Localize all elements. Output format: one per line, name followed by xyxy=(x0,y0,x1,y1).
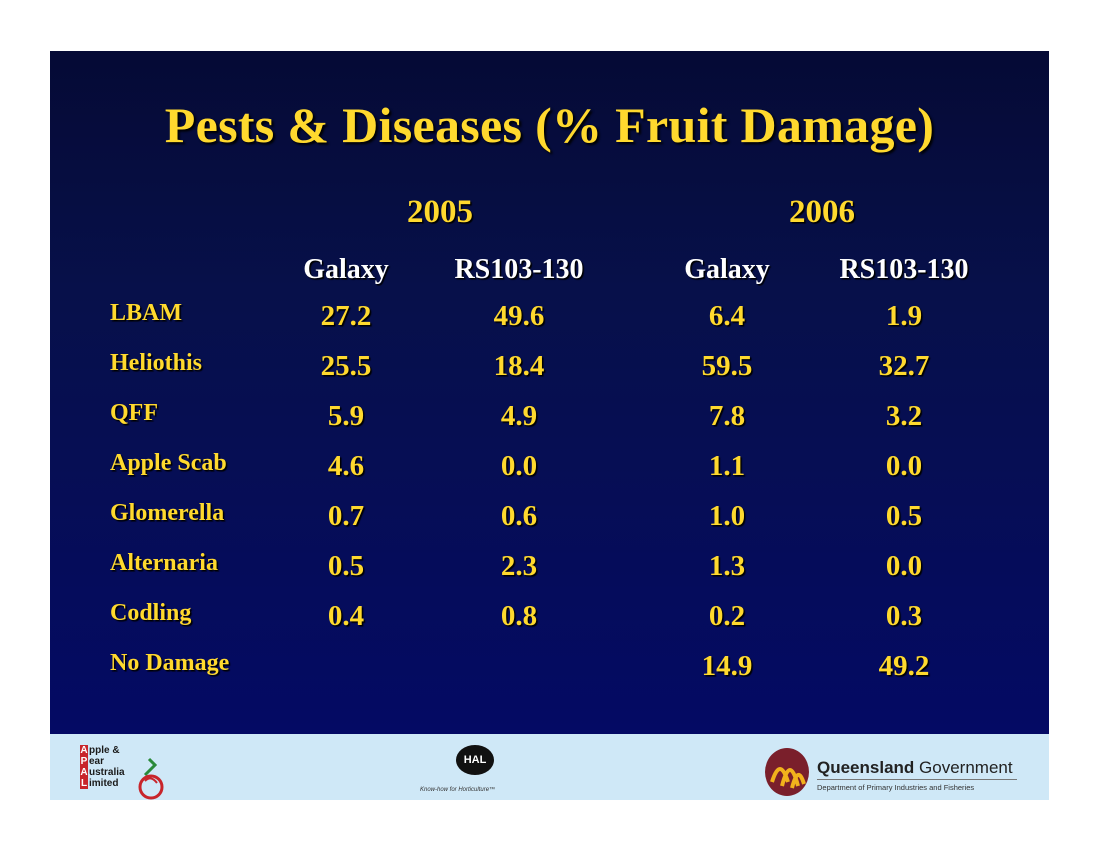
row-label: Heliothis xyxy=(110,350,203,376)
row-label: Glomerella xyxy=(110,500,225,526)
table-cell: 0.0 xyxy=(500,450,538,482)
table-cell: 4.6 xyxy=(327,450,365,482)
queensland-government-name: Queensland Government xyxy=(817,758,1013,777)
queensland-crest-icon xyxy=(765,748,809,796)
apal-logo-line: Australia xyxy=(80,767,125,778)
table-cell: 25.5 xyxy=(320,350,372,382)
table-cell: 0.8 xyxy=(500,600,538,632)
apal-logo-line: Apple & xyxy=(80,745,120,756)
row-label: Codling xyxy=(110,600,192,626)
table-cell: 59.5 xyxy=(701,350,753,382)
hal-mark: HAL xyxy=(456,745,494,775)
row-label: No Damage xyxy=(110,650,230,676)
table-cell: 0.6 xyxy=(500,500,538,532)
table-cell: 6.4 xyxy=(708,300,746,332)
year-header-2006: 2006 xyxy=(789,194,855,230)
table-cell: 0.0 xyxy=(885,450,923,482)
row-label: LBAM xyxy=(110,300,182,326)
table-cell: 0.0 xyxy=(885,550,923,582)
table-cell: 18.4 xyxy=(493,350,545,382)
row-label: Apple Scab xyxy=(110,450,227,476)
table-cell: 0.5 xyxy=(327,550,365,582)
hal-tagline: Know-how for Horticulture™ xyxy=(420,787,496,793)
table-cell: 0.2 xyxy=(708,600,746,632)
table-cell: 32.7 xyxy=(878,350,930,382)
department-name: Department of Primary Industries and Fis… xyxy=(817,783,975,792)
column-header: RS103-130 xyxy=(454,254,584,285)
year-header-2005: 2005 xyxy=(407,194,473,230)
divider xyxy=(817,779,1017,780)
table-cell: 27.2 xyxy=(320,300,372,332)
table-cell: 14.9 xyxy=(701,650,753,682)
slide: Pests & Diseases (% Fruit Damage) 2005 2… xyxy=(50,51,1049,734)
apple-pear-icon xyxy=(138,757,164,800)
column-header: Galaxy xyxy=(684,254,770,285)
table-cell: 1.0 xyxy=(708,500,746,532)
table-cell: 0.5 xyxy=(885,500,923,532)
table-cell: 7.8 xyxy=(708,400,746,432)
slide-title: Pests & Diseases (% Fruit Damage) xyxy=(164,97,935,153)
table-cell: 2.3 xyxy=(500,550,538,582)
table-cell: 5.9 xyxy=(327,400,365,432)
row-label: QFF xyxy=(110,400,158,426)
table-cell: 0.4 xyxy=(327,600,365,632)
queensland-government-logo: Queensland Government Department of Prim… xyxy=(762,742,1032,798)
table-cell: 0.7 xyxy=(327,500,365,532)
row-label: Alternaria xyxy=(110,550,218,576)
table-cell: 49.6 xyxy=(493,300,545,332)
table-cell: 3.2 xyxy=(885,400,923,432)
column-header: Galaxy xyxy=(303,254,389,285)
table-cell: 4.9 xyxy=(500,400,538,432)
table-cell: 49.2 xyxy=(878,650,930,682)
column-header: RS103-130 xyxy=(839,254,969,285)
table-cell: 0.3 xyxy=(885,600,923,632)
table-cell: 1.3 xyxy=(708,550,746,582)
hal-logo: HAL Know-how for Horticulture™ xyxy=(420,739,520,799)
table-cell: 1.1 xyxy=(708,450,746,482)
table-cell: 1.9 xyxy=(885,300,923,332)
